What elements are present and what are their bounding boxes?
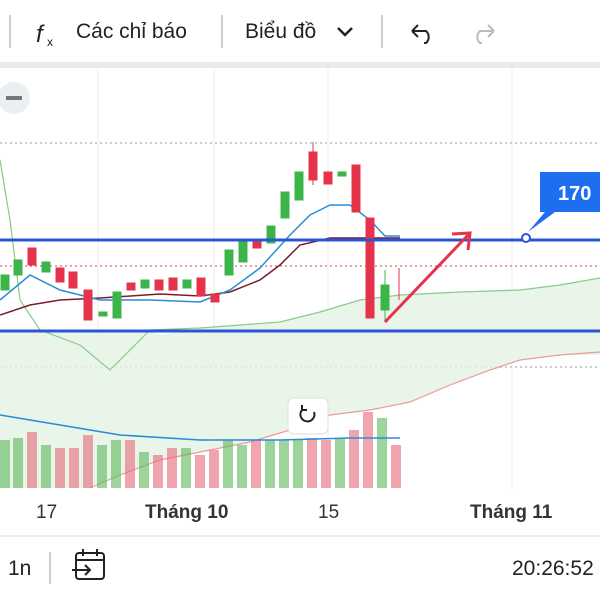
x-tick-label: Tháng 11	[470, 502, 553, 523]
x-tick-label: 17	[36, 502, 58, 523]
chart-type-button[interactable]: Biểu đồ	[245, 20, 317, 43]
price-label: 170	[558, 183, 591, 205]
date-range-icon[interactable]	[72, 549, 105, 580]
reset-button[interactable]	[287, 397, 329, 435]
fx-icon[interactable]: f	[36, 21, 45, 48]
candles	[0, 142, 400, 322]
clock: 20:26:52	[512, 557, 594, 580]
svg-text:x: x	[47, 35, 53, 49]
volume	[0, 412, 401, 488]
indicators-button[interactable]: Các chỉ báo	[76, 20, 187, 43]
x-tick-label: Tháng 10	[145, 502, 229, 523]
price-label-box	[528, 172, 600, 232]
undo-icon[interactable]	[411, 24, 430, 44]
interval-button[interactable]: 1n	[8, 557, 32, 580]
arrow	[383, 231, 472, 324]
x-tick-label: 15	[318, 502, 340, 523]
redo-icon[interactable]	[476, 24, 495, 44]
dropdown-icon[interactable]	[337, 27, 353, 37]
